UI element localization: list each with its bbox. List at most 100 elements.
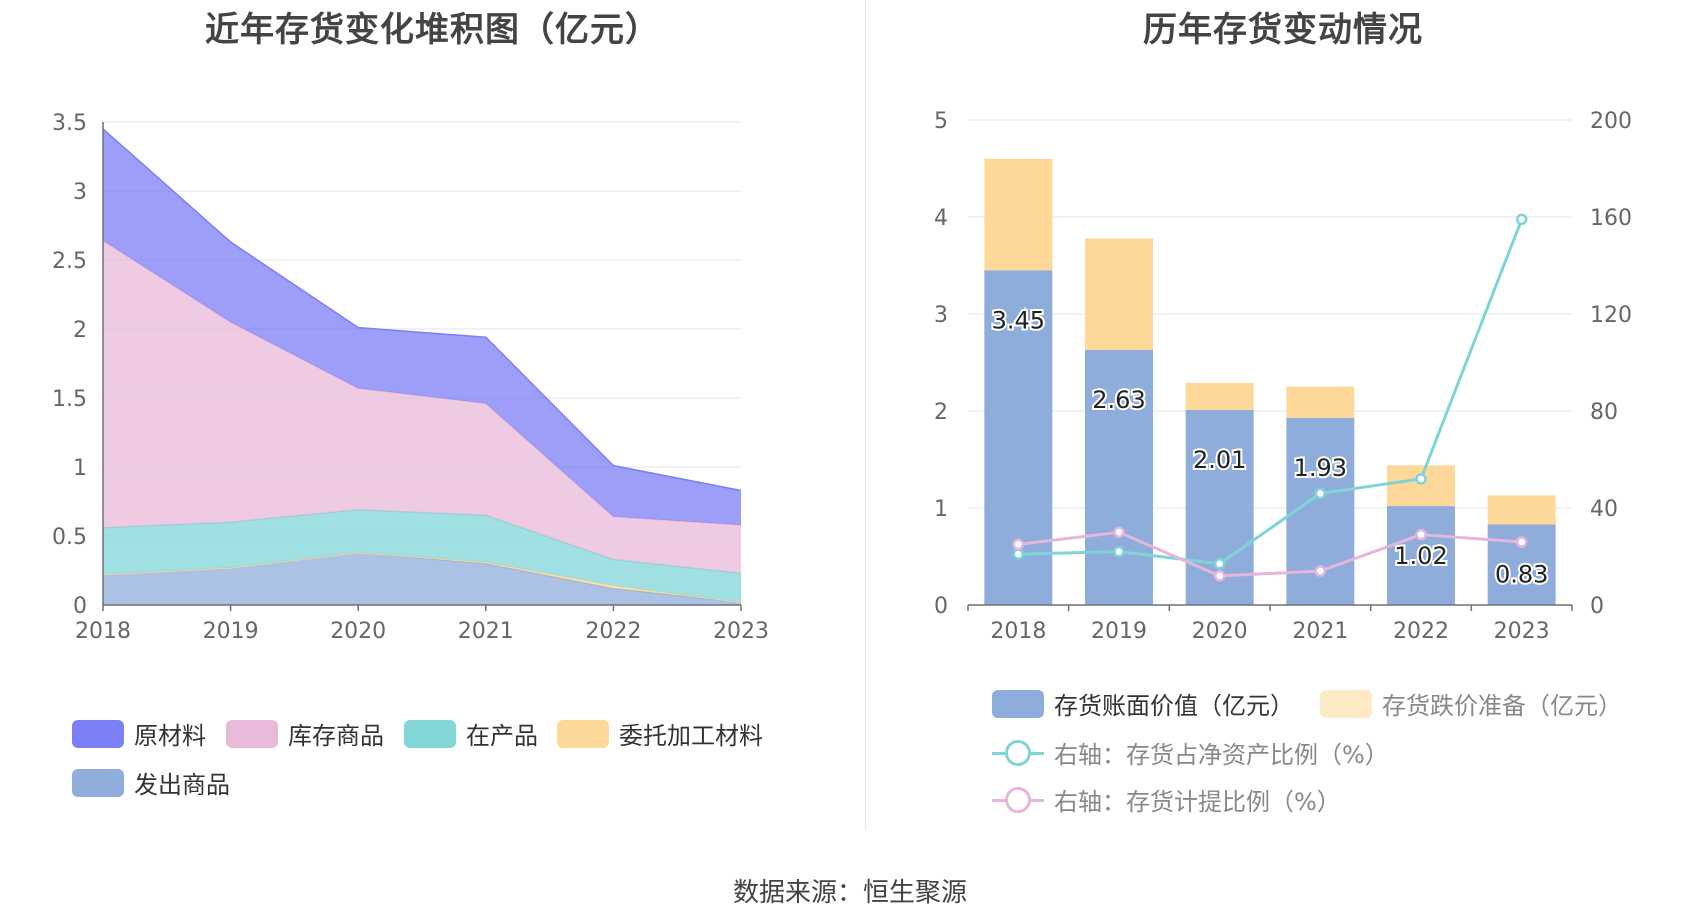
legend-swatch bbox=[992, 739, 1044, 767]
legend-swatch bbox=[72, 768, 124, 797]
line-point bbox=[1314, 487, 1327, 500]
legend-item[interactable]: 存货账面价值（亿元） bbox=[992, 686, 1294, 721]
bar-value-label: 2.63 bbox=[1092, 386, 1145, 414]
legend-label: 原材料 bbox=[134, 722, 206, 750]
y-tick-label: 1.5 bbox=[52, 387, 87, 412]
y2-tick-label: 80 bbox=[1590, 400, 1618, 425]
bar-存货跌价准备（亿元） bbox=[1185, 382, 1254, 411]
x-tick-label: 2023 bbox=[713, 619, 769, 644]
right-chart-title: 历年存货变动情况 bbox=[1143, 10, 1423, 50]
bar-存货账面价值（亿元） bbox=[1085, 349, 1153, 605]
legend-swatch bbox=[1320, 689, 1372, 718]
panel-divider bbox=[865, 0, 866, 830]
bar-value-label: 1.93 bbox=[1294, 454, 1347, 482]
y2-tick-label: 40 bbox=[1590, 497, 1618, 522]
bar-存货跌价准备（亿元） bbox=[1286, 386, 1355, 418]
line-point bbox=[1515, 213, 1528, 226]
bar-存货账面价值（亿元） bbox=[1387, 506, 1455, 605]
line-point bbox=[1113, 545, 1125, 558]
bar-value-label: 3.45 bbox=[992, 306, 1045, 334]
line-point bbox=[1415, 473, 1427, 485]
left-chart-panel: 近年存货变化堆积图（亿元） 0 0.5 1 1.5 2 2.5 3 3.5 2018 2019 20… bbox=[0, 0, 865, 830]
legend-item[interactable]: 发出商品 bbox=[72, 765, 230, 800]
stacked-area-chart: 0 0.5 1 1.5 2 2.5 3 3.5 2018 2019 2020 2021 2022 2023 bbox=[52, 111, 769, 644]
legend-label: 在产品 bbox=[466, 722, 538, 750]
x-tick-label: 2019 bbox=[203, 619, 259, 644]
area-line-委托加工材料 bbox=[102, 551, 742, 603]
legend-label: 存货账面价值（亿元） bbox=[1054, 692, 1294, 720]
area-series-库存商品 bbox=[103, 240, 741, 574]
bar-存货跌价准备（亿元） bbox=[1085, 238, 1153, 350]
y-tick-label: 4 bbox=[934, 206, 948, 231]
legend-item[interactable]: 原材料 bbox=[72, 716, 206, 751]
y2-tick-label: 160 bbox=[1590, 206, 1632, 231]
line-point bbox=[1012, 538, 1025, 551]
right-legend: 存货账面价值（亿元） 存货跌价准备（亿元） 右轴：存货占净资产比例（%） 右轴：存货计… bbox=[866, 0, 1700, 830]
area-series-发出商品 bbox=[103, 552, 741, 605]
y-tick-label: 5 bbox=[934, 109, 948, 134]
legend-swatch bbox=[72, 719, 124, 748]
y-tick-label: 3.5 bbox=[52, 111, 87, 136]
line-point bbox=[1515, 536, 1528, 548]
x-tick-label: 2019 bbox=[1091, 619, 1147, 644]
legend-label: 库存商品 bbox=[288, 722, 384, 750]
bar-存货跌价准备（亿元） bbox=[1387, 465, 1455, 507]
legend-item[interactable]: 右轴：存货占净资产比例（%） bbox=[992, 735, 1389, 770]
legend-item[interactable]: 库存商品 bbox=[226, 716, 384, 751]
line-point bbox=[1113, 526, 1125, 538]
line-series-右轴：存货占净资产比例（%） bbox=[1018, 218, 1524, 566]
y-tick-label: 0 bbox=[73, 594, 87, 619]
y-tick-label: 1 bbox=[934, 497, 948, 522]
line-series-右轴：存货计提比例（%） bbox=[1018, 530, 1522, 578]
left-legend: 原材料 库存商品 在产品 委托加工材料发出商品 bbox=[0, 0, 865, 830]
right-chart-panel: 历年存货变动情况 0 1 2 3 4 5 0 40 80 120 160 200 2018 2019 202… bbox=[866, 0, 1700, 830]
left-chart-title: 近年存货变化堆积图（亿元） bbox=[205, 10, 660, 50]
legend-item[interactable]: 在产品 bbox=[404, 716, 538, 751]
y2-tick-label: 120 bbox=[1590, 303, 1632, 328]
y2-tick-label: 200 bbox=[1590, 109, 1632, 134]
bar-value-label: 1.02 bbox=[1394, 542, 1447, 570]
x-tick-label: 2020 bbox=[330, 619, 386, 644]
y-tick-label: 2 bbox=[73, 318, 87, 343]
y2-tick-label: 0 bbox=[1590, 594, 1604, 619]
y-tick-label: 2.5 bbox=[52, 249, 87, 274]
area-series-在产品 bbox=[103, 509, 741, 603]
y-tick-label: 3 bbox=[73, 180, 87, 205]
legend-item[interactable]: 右轴：存货计提比例（%） bbox=[992, 782, 1341, 817]
bar-存货跌价准备（亿元） bbox=[984, 158, 1053, 271]
x-tick-label: 2020 bbox=[1192, 619, 1248, 644]
legend-swatch bbox=[404, 719, 456, 748]
y-tick-label: 2 bbox=[934, 400, 948, 425]
y-tick-label: 0 bbox=[934, 594, 948, 619]
legend-swatch bbox=[992, 786, 1044, 814]
bar-存货跌价准备（亿元） bbox=[1487, 495, 1556, 525]
x-tick-label: 2023 bbox=[1494, 619, 1550, 644]
bar-value-label: 0.83 bbox=[1495, 560, 1548, 588]
legend-item[interactable]: 委托加工材料 bbox=[557, 716, 763, 751]
data-source-caption: 数据来源：恒生聚源 bbox=[732, 878, 967, 908]
legend-item[interactable]: 存货跌价准备（亿元） bbox=[1320, 686, 1622, 721]
x-tick-label: 2022 bbox=[1393, 619, 1449, 644]
x-tick-label: 2022 bbox=[585, 619, 641, 644]
x-tick-label: 2018 bbox=[990, 619, 1046, 644]
legend-label: 右轴：存货计提比例（%） bbox=[1054, 788, 1341, 816]
y-tick-label: 3 bbox=[934, 303, 948, 328]
line-point bbox=[1314, 565, 1327, 577]
bar-value-label: 2.01 bbox=[1193, 446, 1246, 474]
legend-swatch bbox=[557, 719, 609, 748]
legend-label: 委托加工材料 bbox=[619, 722, 763, 750]
legend-label: 存货跌价准备（亿元） bbox=[1382, 692, 1622, 720]
area-line-原材料 bbox=[102, 128, 742, 492]
bar-line-combo-chart: 0 1 2 3 4 5 0 40 80 120 160 200 2018 2019 2020 2021 2022… bbox=[934, 109, 1632, 644]
legend-label: 右轴：存货占净资产比例（%） bbox=[1054, 741, 1389, 769]
legend-swatch bbox=[992, 689, 1044, 718]
y-tick-label: 0.5 bbox=[52, 525, 87, 550]
legend-label: 发出商品 bbox=[134, 771, 230, 799]
line-point bbox=[1213, 570, 1226, 582]
area-series-原材料 bbox=[103, 128, 741, 525]
y-tick-label: 1 bbox=[73, 456, 87, 481]
x-tick-label: 2018 bbox=[75, 619, 131, 644]
x-tick-label: 2021 bbox=[458, 619, 514, 644]
legend-swatch bbox=[226, 719, 278, 748]
line-point bbox=[1415, 528, 1427, 541]
